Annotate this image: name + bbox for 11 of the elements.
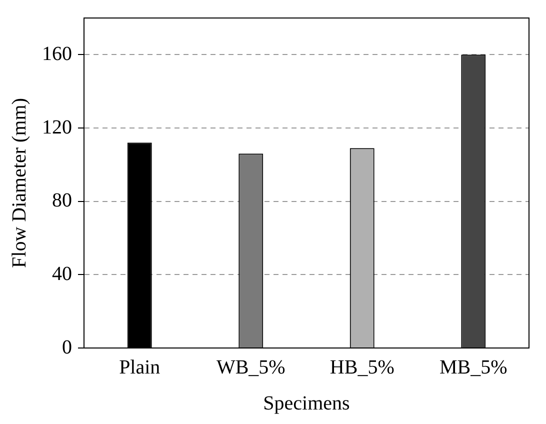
y-tick-label: 80 <box>52 190 72 212</box>
x-tick-label: HB_5% <box>330 356 394 378</box>
x-tick-label: MB_5% <box>439 356 508 378</box>
y-axis-title: Flow Diameter (mm) <box>8 98 30 268</box>
x-tick-label: Plain <box>119 356 160 378</box>
y-tick-label: 0 <box>62 336 72 358</box>
y-tick-label: 120 <box>42 116 72 138</box>
y-tick-label: 40 <box>52 262 72 285</box>
y-tick-label: 160 <box>42 42 72 65</box>
x-tick-label: WB_5% <box>216 356 286 378</box>
x-axis-title: Specimens <box>263 392 350 414</box>
